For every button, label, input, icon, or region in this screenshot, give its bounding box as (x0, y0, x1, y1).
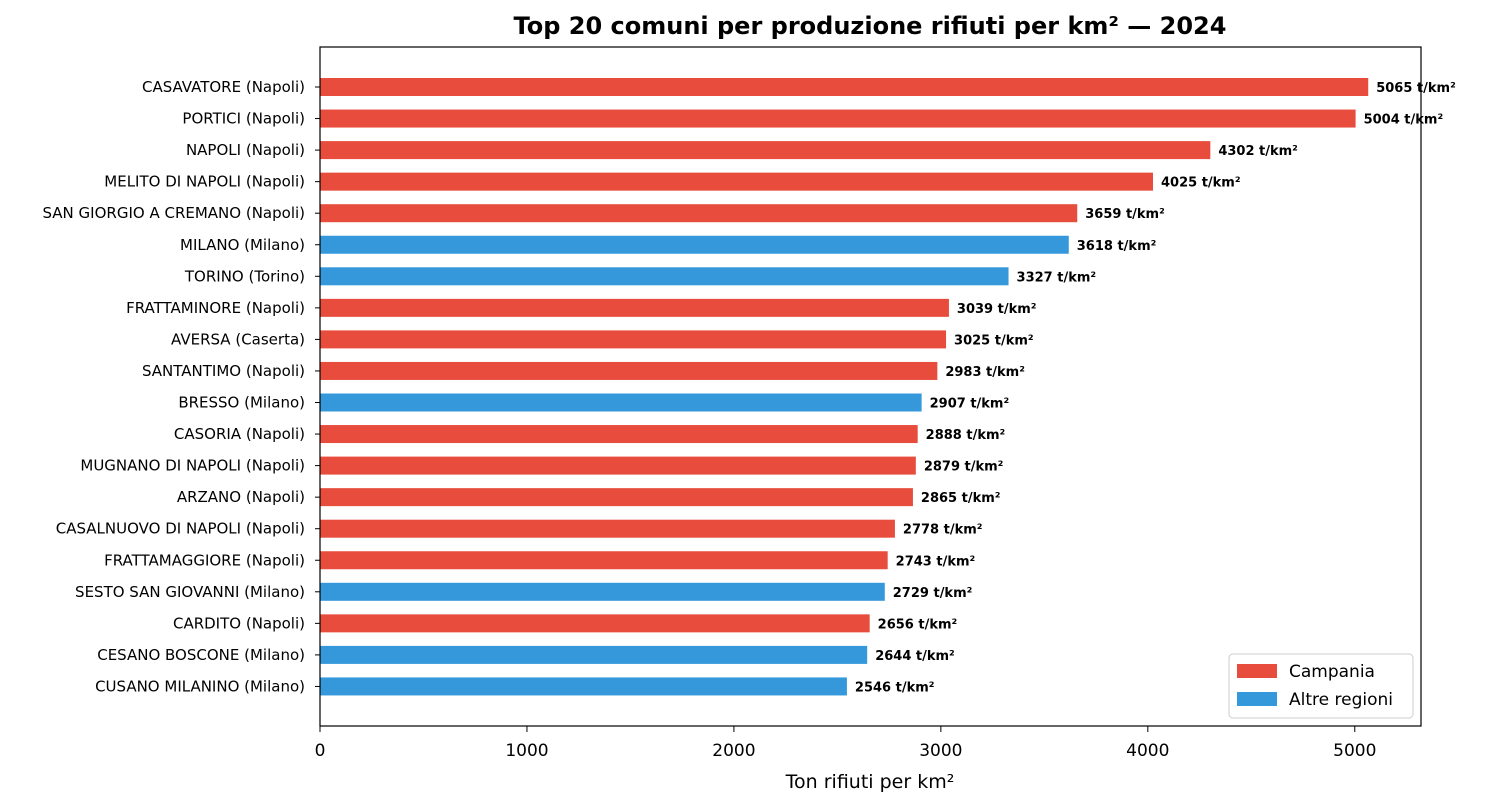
category-label: CASORIA (Napoli) (174, 425, 305, 443)
value-label: 2778 t/km² (903, 523, 983, 538)
value-label: 3618 t/km² (1077, 239, 1157, 254)
bar (320, 488, 913, 507)
chart-title: Top 20 comuni per produzione rifiuti per… (514, 12, 1227, 40)
category-label: AVERSA (Caserta) (171, 330, 305, 348)
category-label: BRESSO (Milano) (178, 394, 305, 412)
value-label: 2656 t/km² (878, 617, 958, 632)
bar (320, 78, 1369, 96)
value-label: 3659 t/km² (1085, 207, 1165, 222)
value-label: 2879 t/km² (924, 460, 1004, 475)
category-label: SAN GIORGIO A CREMANO (Napoli) (43, 204, 306, 222)
category-label: FRATTAMINORE (Napoli) (126, 299, 305, 317)
category-label: CUSANO MILANINO (Milano) (95, 677, 305, 695)
category-label: CARDITO (Napoli) (173, 614, 305, 632)
bar (320, 677, 847, 696)
bars-group (320, 78, 1369, 696)
value-label: 3025 t/km² (954, 333, 1034, 348)
category-label: CASALNUOVO DI NAPOLI (Napoli) (56, 520, 305, 538)
bar (320, 172, 1153, 191)
category-label: CASAVATORE (Napoli) (142, 78, 305, 96)
legend-label: Campania (1289, 662, 1375, 682)
value-label: 4025 t/km² (1161, 176, 1241, 191)
bar (320, 393, 922, 412)
bar (320, 645, 868, 664)
category-label: SANTANTIMO (Napoli) (142, 362, 305, 380)
legend-swatch (1237, 692, 1277, 706)
legend-swatch (1237, 664, 1277, 678)
category-label: CESANO BOSCONE (Milano) (97, 646, 305, 664)
value-label: 2546 t/km² (855, 680, 935, 695)
value-label: 4302 t/km² (1218, 144, 1298, 159)
x-tick-label: 3000 (919, 741, 962, 761)
bar (320, 519, 895, 538)
x-tick-label: 1000 (505, 741, 548, 761)
legend-label: Altre regioni (1289, 690, 1393, 710)
bar (320, 582, 885, 601)
value-label: 2743 t/km² (896, 554, 976, 569)
category-labels: CASAVATORE (Napoli) PORTICI (Napoli) NAPOL… (43, 78, 320, 695)
value-label: 2888 t/km² (926, 428, 1006, 443)
value-label: 2907 t/km² (930, 397, 1010, 412)
value-label: 2983 t/km² (945, 365, 1025, 380)
bar (320, 330, 947, 349)
category-label: MILANO (Milano) (180, 236, 305, 254)
bar (320, 614, 870, 633)
category-label: FRATTAMAGGIORE (Napoli) (104, 551, 305, 569)
value-label: 2729 t/km² (893, 586, 973, 601)
bar (320, 425, 918, 444)
value-label: 2644 t/km² (875, 649, 955, 664)
category-label: TORINO (Torino) (184, 267, 305, 285)
category-label: ARZANO (Napoli) (177, 488, 305, 506)
x-axis: 0 1000 2000 3000 4000 5000 (315, 726, 1376, 761)
x-tick-label: 5000 (1333, 741, 1376, 761)
category-label: PORTICI (Napoli) (182, 110, 305, 128)
value-label: 3039 t/km² (957, 302, 1037, 317)
category-label: MUGNANO DI NAPOLI (Napoli) (80, 457, 305, 475)
value-label: 5065 t/km² (1376, 81, 1456, 96)
legend: Campania Altre regioni (1228, 653, 1414, 719)
bar (320, 267, 1009, 286)
plot-frame (319, 46, 1422, 727)
value-label: 2865 t/km² (921, 491, 1001, 506)
value-label: 5004 t/km² (1364, 113, 1444, 128)
x-tick-label: 4000 (1126, 741, 1169, 761)
category-label: SESTO SAN GIOVANNI (Milano) (75, 583, 305, 601)
bar (320, 204, 1078, 223)
x-tick-label: 0 (315, 741, 326, 761)
bar (320, 551, 888, 570)
x-tick-label: 2000 (712, 741, 755, 761)
bar (320, 235, 1069, 254)
bar (320, 298, 949, 317)
value-labels: 5065 t/km² 5004 t/km² 4302 t/km² 4025 t/km²… (855, 81, 1456, 695)
bar (320, 109, 1356, 128)
value-label: 3327 t/km² (1017, 270, 1097, 285)
category-label: MELITO DI NAPOLI (Napoli) (104, 173, 305, 191)
category-label: NAPOLI (Napoli) (186, 141, 305, 159)
bar (320, 141, 1211, 160)
bar (320, 361, 938, 380)
x-axis-label: Ton rifiuti per km² (785, 771, 955, 793)
bar (320, 456, 916, 475)
